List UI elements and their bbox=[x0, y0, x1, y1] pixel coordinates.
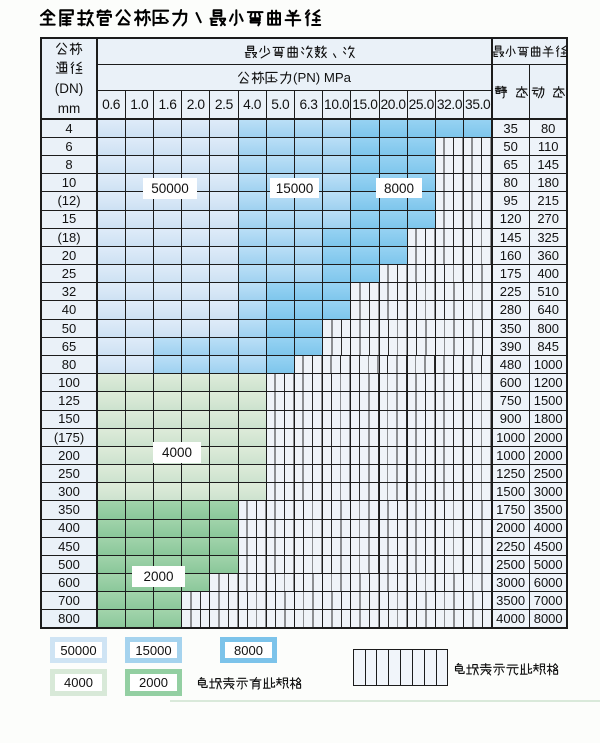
svg-text:(PN) MPa: (PN) MPa bbox=[293, 70, 352, 85]
